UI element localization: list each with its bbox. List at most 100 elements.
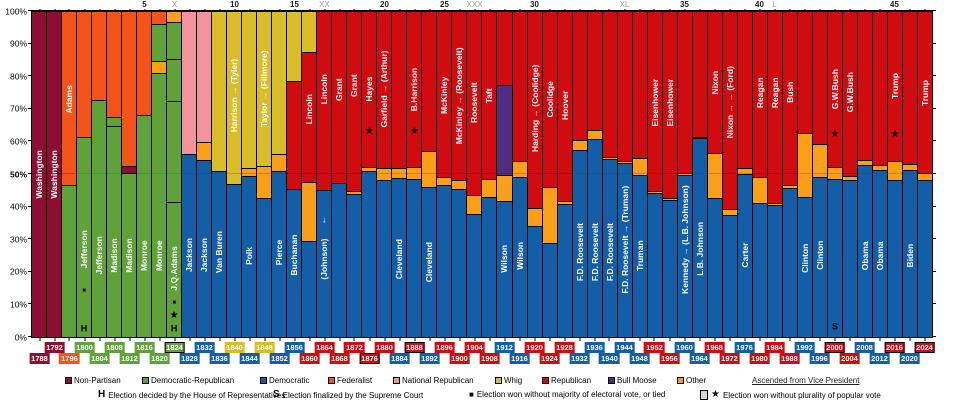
bar-1864: Lincoln (Johnson) ↓: [317, 11, 333, 337]
president-label: Kennedy → (L.B. Johnson): [679, 184, 690, 294]
y-axis-label-0%: 0%: [14, 331, 27, 342]
bar-1936: F.D. Roosevelt: [587, 11, 603, 337]
legend-party-w: Whig: [495, 376, 522, 385]
president-label: Trump: [889, 72, 900, 99]
x-tick: [353, 337, 355, 341]
president-label: Polk: [243, 246, 254, 265]
bar-1844: Polk: [242, 11, 258, 337]
x-tick: [624, 337, 625, 341]
segment-1952-o: [647, 190, 662, 193]
segment-1900-o: [452, 179, 467, 189]
x-tick: [849, 337, 850, 341]
x-tick: [324, 337, 325, 341]
segment-1908-r: [482, 11, 497, 180]
bar-1852: Pierce: [272, 11, 288, 337]
year-label-1856: 1856: [284, 342, 305, 353]
president-label: B.Harrison: [409, 67, 420, 111]
x-tick: [68, 337, 70, 341]
year-label-1932: 1932: [569, 353, 590, 364]
top-axis-ordinal-10: 10: [230, 0, 239, 9]
top-tick: [489, 9, 490, 11]
x-tick: [819, 337, 820, 341]
top-tick: [114, 9, 115, 11]
year-label-1936: 1936: [584, 342, 605, 353]
top-axis-ordinal-45: 45: [890, 0, 899, 9]
bar-2008: Obama: [857, 11, 873, 337]
legend-note-1: H Election decided by the House of Repres…: [98, 390, 285, 400]
square-marker: ■: [82, 288, 86, 295]
top-axis-ordinal-L: L: [772, 0, 777, 9]
x-tick: [399, 337, 400, 341]
y-axis-label-60%: 60%: [9, 136, 27, 147]
segment-1928-o: [557, 200, 572, 204]
president-label: Clinton: [814, 240, 825, 271]
y-axis-label-100%: 100%: [5, 5, 27, 16]
segment-1988-o: [782, 185, 797, 189]
bar-1816: Monroe: [137, 11, 153, 337]
segment-1836-d: [212, 171, 227, 337]
top-tick: [324, 9, 325, 11]
top-tick: [309, 9, 310, 11]
segment-1840-w: [227, 11, 242, 185]
segment-1940-r: [602, 11, 617, 158]
y-tick-left: [28, 303, 32, 305]
dr-color-swatch: [142, 377, 149, 384]
segment-2020-d: [902, 169, 917, 337]
year-label-1884: 1884: [389, 353, 410, 364]
year-label-2004: 2004: [839, 353, 860, 364]
president-label: Jefferson: [78, 229, 89, 269]
top-tick: [339, 9, 340, 11]
segment-1928-d: [557, 204, 572, 337]
segment-1876-r: [362, 11, 377, 168]
bar-1916: Wilson: [512, 11, 528, 337]
top-axis-ordinal-40: 40: [755, 0, 764, 9]
segment-1800-dr: [77, 136, 92, 337]
year-label-1888: 1888: [404, 342, 425, 353]
year-label-1984: 1984: [764, 342, 785, 353]
top-tick: [774, 9, 775, 11]
year-label-1872: 1872: [344, 342, 365, 353]
top-tick: [834, 9, 835, 11]
year-label-1800: 1800: [74, 342, 95, 353]
legend-party-label: National Republican: [402, 376, 474, 385]
bar-1924: Coolidge: [542, 11, 558, 337]
president-label: Lincoln: [304, 93, 315, 124]
year-label-2008: 2008: [854, 342, 875, 353]
segment-1860-o: [302, 181, 317, 241]
segment-2008-r: [857, 11, 872, 160]
top-axis-ordinal-20: 20: [380, 0, 389, 9]
president-label: F.D. Roosevelt: [589, 223, 600, 282]
year-label-1980: 1980: [749, 353, 770, 364]
star-icon: ★: [711, 389, 720, 400]
legend-party-bm: Bull Moose: [608, 376, 657, 385]
legend-party-label: Federalist: [337, 376, 373, 385]
x-tick: [653, 337, 655, 341]
top-tick: [99, 9, 100, 11]
segment-1984-o: [767, 202, 782, 205]
top-tick: [174, 9, 175, 11]
president-label: Pierce: [274, 239, 284, 266]
y-axis-label-30%: 30%: [9, 233, 27, 244]
segment-2024-r: [917, 11, 932, 174]
year-label-1788: 1788: [29, 353, 50, 364]
x-tick: [309, 337, 310, 341]
segment-1820-dr: [152, 24, 167, 61]
segment-1868-d: [332, 182, 347, 337]
bar-1928: Hoover: [557, 11, 573, 337]
bar-2020: Biden: [902, 11, 918, 337]
segment-1844-d: [242, 175, 257, 337]
segment-1832-d: [197, 160, 212, 337]
year-label-2000: 2000: [824, 342, 845, 353]
year-label-1796: 1796: [59, 353, 80, 364]
x-tick: [519, 337, 520, 341]
segment-1936-r: [587, 11, 602, 130]
x-tick: [489, 337, 490, 341]
year-label-1844: 1844: [239, 353, 260, 364]
bars: Washington Washington Adams Jefferson ■ H Jeff…: [32, 11, 932, 337]
top-tick: [639, 9, 640, 11]
top-tick: [264, 9, 265, 11]
top-tick: [159, 9, 160, 11]
bar-2000: G.W.Bush ★ S: [827, 11, 843, 337]
year-label-1944: 1944: [614, 342, 635, 353]
president-label: Harding → (Coolidge): [529, 65, 540, 153]
